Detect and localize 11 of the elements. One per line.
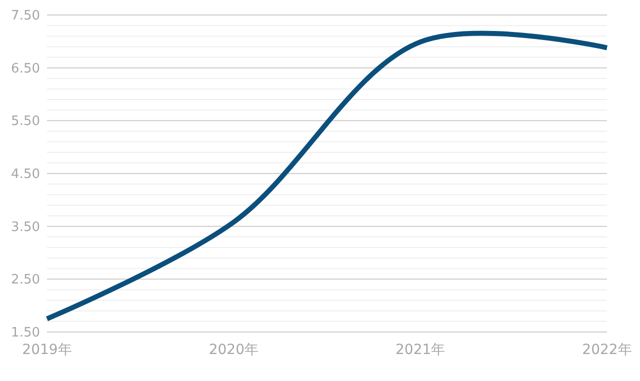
y-tick-label: 3.50: [11, 220, 40, 235]
x-tick-label: 2019年: [22, 342, 72, 358]
y-tick-label: 6.50: [11, 61, 40, 76]
y-tick-label: 4.50: [11, 167, 40, 182]
y-tick-label: 1.50: [11, 326, 40, 341]
y-tick-label: 5.50: [11, 114, 40, 130]
x-tick-label: 2022年: [582, 342, 632, 358]
y-tick-label: 2.50: [11, 272, 40, 288]
x-tick-label: 2020年: [208, 342, 258, 358]
y-tick-label: 7.50: [11, 8, 40, 24]
x-tick-label: 2021年: [396, 342, 446, 358]
